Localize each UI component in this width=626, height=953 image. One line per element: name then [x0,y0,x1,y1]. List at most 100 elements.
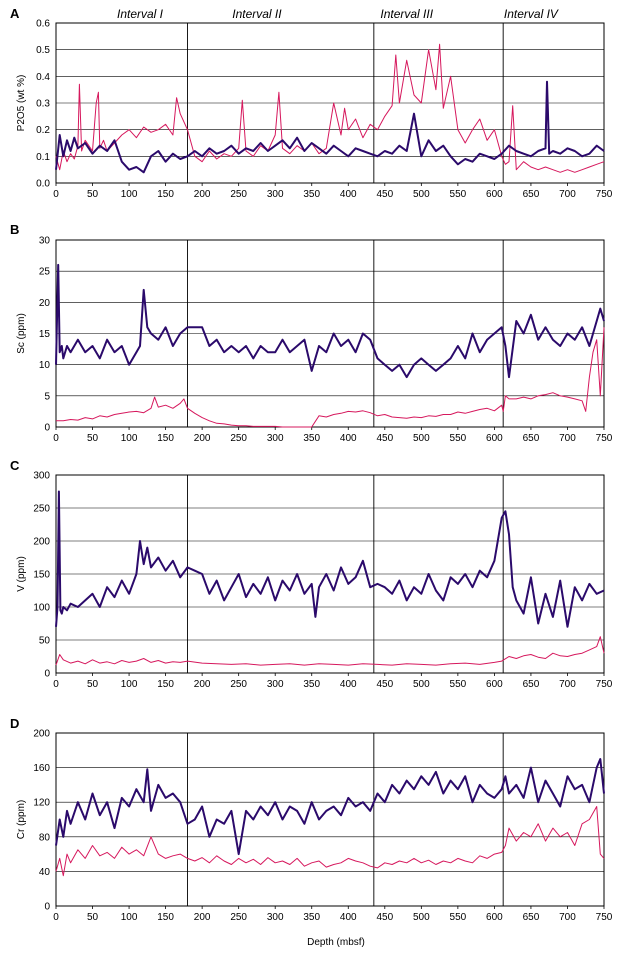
x-axis-label: Depth (mbsf) [307,937,365,948]
x-tick-label: 400 [340,433,357,444]
x-tick-label: 500 [413,433,430,444]
interval-label: Interval IV [504,7,559,21]
x-tick-label: 750 [596,433,613,444]
x-tick-label: 450 [376,912,393,923]
y-tick-label: 10 [39,360,51,371]
x-tick-label: 350 [303,679,320,690]
y-tick-label: 250 [33,504,50,515]
y-axis-label: Sc (ppm) [16,313,27,354]
x-tick-label: 400 [340,912,357,923]
plot-frame [55,732,605,907]
x-tick-label: 300 [267,912,284,923]
x-tick-label: 150 [157,433,174,444]
x-tick-label: 400 [340,189,357,200]
x-tick-label: 300 [267,189,284,200]
x-tick-label: 650 [523,433,540,444]
series-line-dark [55,758,605,856]
x-tick-label: 100 [121,189,138,200]
panel-letter: B [10,222,19,237]
x-tick-label: 400 [340,679,357,690]
y-tick-label: 20 [39,298,51,309]
y-tick-label: 200 [33,729,50,740]
x-tick-label: 450 [376,433,393,444]
x-tick-label: 350 [303,433,320,444]
x-tick-label: 450 [376,679,393,690]
x-tick-label: 200 [194,912,211,923]
x-tick-label: 600 [486,433,503,444]
x-tick-label: 300 [267,679,284,690]
series-line-dark [55,80,605,174]
x-tick-label: 200 [194,433,211,444]
panel-letter: C [10,458,20,473]
x-tick-label: 200 [194,679,211,690]
x-tick-label: 550 [450,912,467,923]
x-tick-label: 550 [450,679,467,690]
x-tick-label: 600 [486,189,503,200]
plot-frame [55,22,605,184]
x-tick-label: 100 [121,433,138,444]
y-tick-label: 0.2 [36,125,50,136]
y-tick-label: 25 [39,267,51,278]
x-tick-label: 0 [53,679,59,690]
x-tick-label: 50 [87,679,99,690]
x-tick-label: 750 [596,679,613,690]
x-tick-label: 450 [376,189,393,200]
series-line-pink [56,327,605,428]
x-tick-label: 350 [303,912,320,923]
x-tick-label: 150 [157,912,174,923]
x-tick-label: 250 [230,912,247,923]
y-tick-label: 0.4 [36,72,50,83]
x-tick-label: 750 [596,912,613,923]
y-tick-label: 200 [33,537,50,548]
panel-letter: A [10,6,20,21]
x-tick-label: 50 [87,912,99,923]
y-tick-label: 0.3 [36,99,50,110]
x-tick-label: 0 [53,433,59,444]
panels-group: 0.00.10.20.30.40.50.60 50 100 150 200 250 300 3… [10,6,613,923]
x-tick-label: 250 [230,679,247,690]
x-tick-label: 700 [559,912,576,923]
y-axis-label: Cr (ppm) [16,800,27,839]
x-tick-label: 500 [413,189,430,200]
y-tick-label: 15 [39,329,51,340]
interval-label: Interval III [380,7,433,21]
y-tick-label: 100 [33,603,50,614]
x-tick-label: 350 [303,189,320,200]
series-line-dark [55,490,605,628]
x-tick-label: 150 [157,679,174,690]
x-tick-label: 550 [450,433,467,444]
x-tick-label: 0 [53,189,59,200]
x-tick-label: 700 [559,189,576,200]
x-tick-label: 0 [53,912,59,923]
y-tick-label: 0.6 [36,19,50,30]
interval-labels-group: Interval I Interval II Interval III Interva… [117,7,559,21]
x-tick-label: 550 [450,189,467,200]
y-axis-label: P2O5 (wt %) [16,75,27,132]
x-tick-label: 300 [267,433,284,444]
x-tick-label: 500 [413,912,430,923]
series-line-pink [55,636,605,666]
x-tick-label: 650 [523,189,540,200]
y-tick-label: 160 [33,763,50,774]
plot-frame [55,474,605,674]
y-tick-label: 300 [33,471,50,482]
panel-letter: D [10,716,19,731]
y-axis-label: V (ppm) [16,556,27,592]
x-tick-label: 750 [596,189,613,200]
x-tick-label: 700 [559,433,576,444]
y-tick-label: 120 [33,798,50,809]
y-tick-label: 0 [44,423,50,434]
x-tick-label: 150 [157,189,174,200]
panel-C: 0 50 100 150 200 250 300 0 50 100 150 200 250 300 350 4… [10,458,613,690]
panel-D: 0 40 80 120 160 200 0 50 100 150 200 250 300 350 400 45… [10,716,613,923]
y-tick-label: 0.5 [36,45,50,56]
panel-A: 0.0 0.1 0.2 0.3 0.4 0.5 0.6 0 50 100 150 200 250 300 3… [10,6,613,200]
series-line-pink [55,806,605,877]
interval-label: Interval I [117,7,164,21]
x-tick-label: 200 [194,189,211,200]
x-tick-label: 650 [523,679,540,690]
x-tick-label: 50 [87,433,99,444]
x-tick-label: 250 [230,189,247,200]
